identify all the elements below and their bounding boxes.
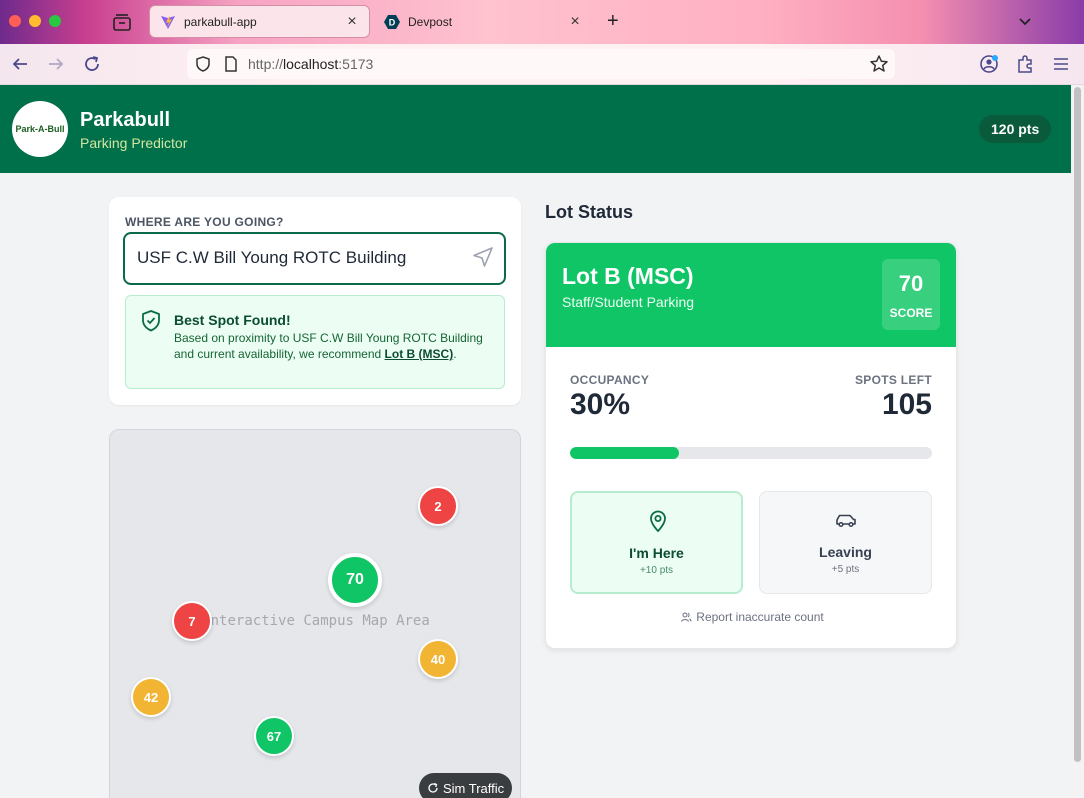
app-title: Parkabull <box>80 109 171 131</box>
report-label: Report inaccurate count <box>696 610 824 624</box>
lot-marker[interactable]: 42 <box>131 677 171 717</box>
account-icon[interactable] <box>979 54 999 74</box>
points-badge: 120 pts <box>979 115 1052 143</box>
lot-status-card: Lot B (MSC) Staff/Student Parking 70 SCO… <box>545 242 957 649</box>
spots-left-label: SPOTS LEFT <box>854 373 932 387</box>
campus-map[interactable]: Interactive Campus Map Area 2 70 7 40 42… <box>109 429 521 798</box>
leaving-button[interactable]: Leaving +5 pts <box>759 491 932 594</box>
extensions-icon[interactable] <box>1015 54 1035 74</box>
lot-card-header: Lot B (MSC) Staff/Student Parking 70 SCO… <box>546 243 956 347</box>
lot-marker[interactable]: 67 <box>254 716 294 756</box>
destination-search-card: WHERE ARE YOU GOING? Best Spot Found! Ba… <box>109 197 521 405</box>
bookmark-star-icon[interactable] <box>869 54 889 74</box>
occupancy-value: 30% <box>570 388 631 421</box>
map-pin-icon <box>650 510 666 533</box>
recommendation-box: Best Spot Found! Based on proximity to U… <box>125 295 505 389</box>
lot-type: Staff/Student Parking <box>562 294 695 310</box>
shield-icon[interactable] <box>194 55 212 73</box>
lot-marker-selected[interactable]: 70 <box>328 553 382 607</box>
occupancy-progress-fill <box>570 447 679 459</box>
im-here-button[interactable]: I'm Here +10 pts <box>570 491 743 594</box>
occupancy-progress-bar <box>570 447 932 459</box>
vite-favicon-icon <box>161 15 175 29</box>
logo: Park-A-Bull <box>12 101 68 157</box>
recommended-lot-link[interactable]: Lot B (MSC) <box>384 347 454 361</box>
sim-traffic-label: Sim Traffic <box>443 780 505 796</box>
report-inaccurate-link[interactable]: Report inaccurate count <box>546 610 956 624</box>
chevron-down-icon[interactable] <box>1015 12 1035 32</box>
lot-status-heading: Lot Status <box>545 202 633 222</box>
scroll-thumb[interactable] <box>1074 87 1081 762</box>
recommendation-text: Based on proximity to USF C.W Bill Young… <box>174 331 483 361</box>
occupancy-label: OCCUPANCY <box>570 373 650 387</box>
menu-icon[interactable] <box>1051 54 1071 74</box>
tab-groups-icon[interactable] <box>112 12 132 32</box>
tab-title: parkabull-app <box>184 14 257 29</box>
app-header: Park-A-Bull Parkabull Parking Predictor … <box>0 85 1071 173</box>
tab-close-icon[interactable]: × <box>570 12 580 30</box>
recommendation-title: Best Spot Found! <box>174 312 291 328</box>
score-value: 70 <box>898 271 924 296</box>
svg-text:D: D <box>389 17 396 27</box>
back-arrow-icon[interactable] <box>10 54 30 74</box>
tab-parkabull-app[interactable]: parkabull-app × <box>149 5 370 38</box>
leaving-label: Leaving <box>819 544 872 560</box>
refresh-icon <box>428 782 438 793</box>
im-here-label: I'm Here <box>629 545 684 561</box>
users-icon <box>681 612 692 622</box>
tab-close-icon[interactable]: × <box>347 12 357 30</box>
navigation-arrow-icon[interactable] <box>471 245 495 269</box>
close-window-button[interactable] <box>9 15 21 27</box>
devpost-favicon-icon: D <box>384 14 400 29</box>
logo-text: Park-A-Bull <box>15 124 65 134</box>
minimize-window-button[interactable] <box>29 15 41 27</box>
forward-arrow-icon[interactable] <box>46 54 66 74</box>
maximize-window-button[interactable] <box>49 15 61 27</box>
search-label: WHERE ARE YOU GOING? <box>125 215 284 229</box>
app-subtitle: Parking Predictor <box>80 135 188 151</box>
score-box: 70 SCORE <box>882 259 940 330</box>
lot-name: Lot B (MSC) <box>562 263 694 289</box>
url-bar[interactable]: http://localhost:5173 <box>187 49 895 79</box>
destination-input[interactable] <box>137 246 467 270</box>
score-label: SCORE <box>889 306 933 320</box>
new-tab-button[interactable]: + <box>607 10 619 32</box>
tab-title: Devpost <box>408 14 453 29</box>
lot-marker[interactable]: 40 <box>418 639 458 679</box>
lot-marker[interactable]: 2 <box>418 486 458 526</box>
page-icon[interactable] <box>222 55 240 73</box>
car-icon <box>836 514 856 528</box>
shield-check-icon <box>142 310 160 332</box>
map-caption: Interactive Campus Map Area <box>202 613 430 629</box>
url-text: http://localhost:5173 <box>248 56 374 72</box>
im-here-points: +10 pts <box>639 565 674 576</box>
browser-tab-bar: parkabull-app × D Devpost × + <box>0 0 1084 44</box>
leaving-points: +5 pts <box>831 564 860 575</box>
tab-devpost[interactable]: D Devpost × <box>374 5 592 38</box>
reload-icon[interactable] <box>82 54 102 74</box>
sim-traffic-button[interactable]: Sim Traffic <box>419 773 513 798</box>
spots-left-value: 105 <box>881 388 932 421</box>
destination-input-wrapper <box>123 232 506 285</box>
lot-marker[interactable]: 7 <box>172 601 212 641</box>
browser-nav-bar: http://localhost:5173 <box>0 44 1084 85</box>
page-scrollbar[interactable] <box>1071 85 1084 798</box>
